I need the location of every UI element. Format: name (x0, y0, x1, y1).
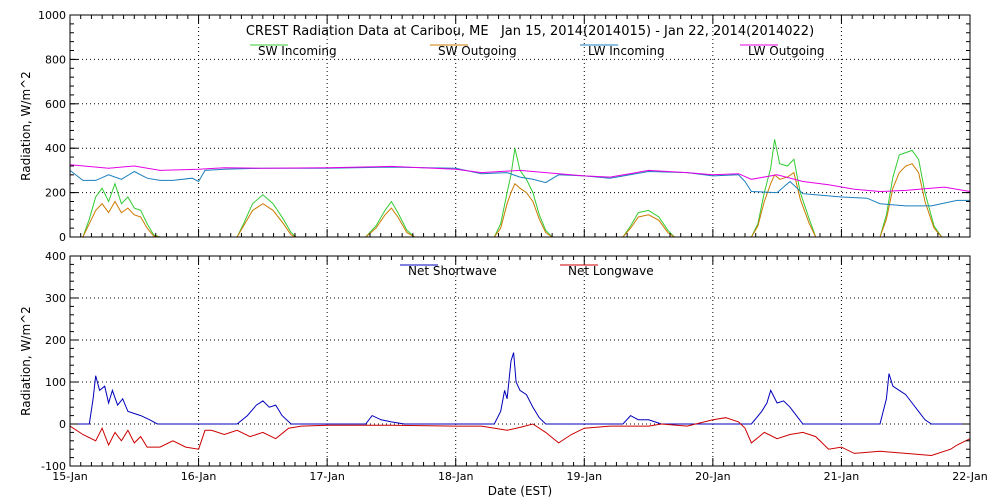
y-tick-label: 1000 (38, 9, 66, 22)
y-tick-label: 600 (45, 98, 66, 111)
x-tick-label: 18-Jan (438, 470, 474, 483)
bottom-panel-net-radiation: -100 0 100 200 300 400 15-Jan 16-Jan 17-Jan 18-Ja… (19, 250, 988, 483)
series-line-net-shortwave (70, 352, 970, 425)
y-tick-label: 200 (45, 334, 66, 347)
series-line-lw-outgoing (69, 164, 971, 193)
y-tick-label: 200 (45, 187, 66, 200)
plot-frame (69, 255, 971, 467)
x-tick-label: 15-Jan (52, 470, 88, 483)
legend-entry: Net Longwave (568, 264, 654, 278)
y-tick-label: 0 (59, 231, 66, 244)
x-tick-label: 22-Jan (952, 470, 988, 483)
y-tick-label: 400 (45, 142, 66, 155)
plot-frame (69, 14, 971, 238)
legend-entry: LW Incoming (588, 44, 665, 58)
y-tick-label: 100 (45, 376, 66, 389)
y-tick-label: 800 (45, 53, 66, 66)
y-axis-label: Radiation, W/m^2 (19, 71, 33, 181)
x-tick-label: 17-Jan (309, 470, 345, 483)
y-tick-label: 300 (45, 292, 66, 305)
x-tick-label: 16-Jan (181, 470, 217, 483)
y-tick-label: 400 (45, 250, 66, 263)
y-axis-label: Radiation, W/m^2 (19, 306, 33, 416)
x-tick-label: 19-Jan (567, 470, 603, 483)
series-line-lw-incoming (69, 166, 970, 207)
chart-title: CREST Radiation Data at Caribou, ME Jan … (246, 24, 814, 39)
y-tick-label: 0 (59, 418, 66, 431)
series-line-sw-outgoing (70, 163, 970, 238)
y-tick-label: -100 (41, 460, 66, 473)
legend-entry: LW Outgoing (748, 44, 825, 58)
legend-entry: Net Shortwave (408, 264, 497, 278)
legend-entry: SW Outgoing (438, 44, 517, 58)
x-tick-label: 21-Jan (824, 470, 860, 483)
x-tick-label: 20-Jan (695, 470, 731, 483)
x-axis-label: Date (EST) (488, 484, 552, 498)
top-panel-shortwave-longwave: 0 200 400 600 800 1000 Radiation, W/m^2 SW Inco… (19, 9, 971, 244)
series-line-net-longwave (69, 417, 971, 457)
legend-entry: SW Incoming (258, 44, 337, 58)
